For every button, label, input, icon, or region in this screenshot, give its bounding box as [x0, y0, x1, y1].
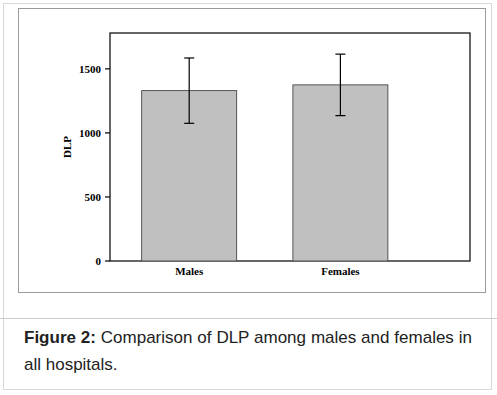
chart-box [19, 9, 486, 293]
error-cap [184, 123, 194, 124]
caption-label: Figure 2: [24, 328, 96, 347]
caption: Figure 2: Comparison of DLP among males … [24, 324, 472, 378]
y-tick [105, 132, 110, 133]
y-tick-label: 1000 [79, 127, 102, 139]
error-cap [335, 54, 345, 55]
error-stem [189, 58, 190, 123]
y-tick-label: 1500 [79, 63, 102, 75]
x-tick-label: Males [175, 265, 204, 277]
y-tick-label: 0 [96, 255, 102, 267]
plot-frame [110, 33, 470, 261]
y-tick [105, 260, 110, 261]
error-cap [335, 115, 345, 116]
y-tick [105, 196, 110, 197]
error-cap [184, 57, 194, 58]
x-tick-label: Females [321, 265, 360, 277]
y-axis-label: DLP [61, 136, 73, 158]
bars [142, 54, 388, 261]
y-tick [105, 68, 110, 69]
y-tick-label: 500 [85, 191, 102, 203]
error-bar [335, 54, 345, 115]
separator [0, 318, 497, 319]
error-stem [340, 54, 341, 115]
chart: 0 500 1000 1500 DLP Males Females [0, 0, 497, 320]
error-bar [184, 58, 194, 123]
